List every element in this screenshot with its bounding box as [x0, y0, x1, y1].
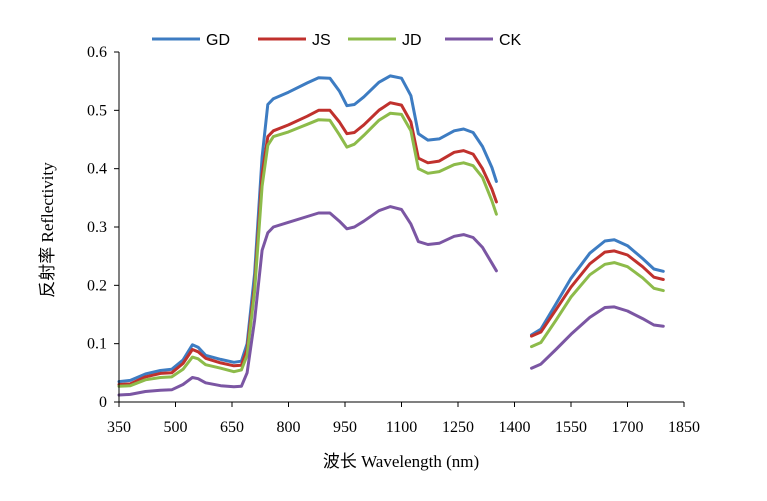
series-lines — [117, 74, 665, 397]
x-tick-label: 1550 — [555, 419, 587, 436]
y-axis-title: 反射率 Reflectivity — [38, 162, 57, 298]
y-tick-label: 0.5 — [87, 102, 107, 119]
legend-label-jd: JD — [402, 32, 422, 49]
series-line-gd-segment-1 — [117, 74, 498, 384]
series-line-ck-segment-2 — [530, 305, 665, 370]
legend-label-gd: GD — [206, 32, 230, 49]
x-tick-label: 950 — [333, 419, 357, 436]
x-tick-label: 350 — [107, 419, 131, 436]
y-tick-label: 0.6 — [87, 44, 107, 61]
y-tick-label: 0.3 — [87, 219, 107, 236]
x-tick-label: 800 — [277, 419, 301, 436]
x-tick-label: 1700 — [612, 419, 644, 436]
x-axis-title: 波长 Wavelength (nm) — [323, 452, 479, 471]
x-tick-label: 1250 — [442, 419, 474, 436]
series-line-gd-segment-2 — [530, 238, 665, 337]
x-ticks: 350 500 650 800 950 1100 1250 1400 1550 1700 1850 — [107, 402, 700, 436]
series-line-jd-segment-2 — [530, 261, 665, 349]
y-tick-label: 0 — [99, 394, 107, 411]
series-line-js-segment-1 — [117, 101, 498, 386]
x-tick-label: 1850 — [668, 419, 700, 436]
y-ticks: 0 0.1 0.2 0.3 0.4 0.5 0.6 — [87, 44, 119, 411]
legend: GD JS JD CK — [152, 32, 522, 49]
x-tick-label: 1100 — [386, 419, 417, 436]
y-tick-label: 0.1 — [87, 336, 107, 353]
series-line-jd-segment-1 — [117, 111, 498, 388]
y-tick-label: 0.4 — [87, 161, 107, 178]
y-tick-label: 0.2 — [87, 277, 107, 294]
series-line-ck-segment-1 — [117, 205, 498, 397]
legend-label-js: JS — [312, 32, 331, 49]
x-tick-label: 1400 — [499, 419, 531, 436]
legend-label-ck: CK — [499, 32, 522, 49]
series-line-js-segment-2 — [530, 249, 665, 338]
x-tick-label: 650 — [220, 419, 244, 436]
x-tick-label: 500 — [164, 419, 188, 436]
